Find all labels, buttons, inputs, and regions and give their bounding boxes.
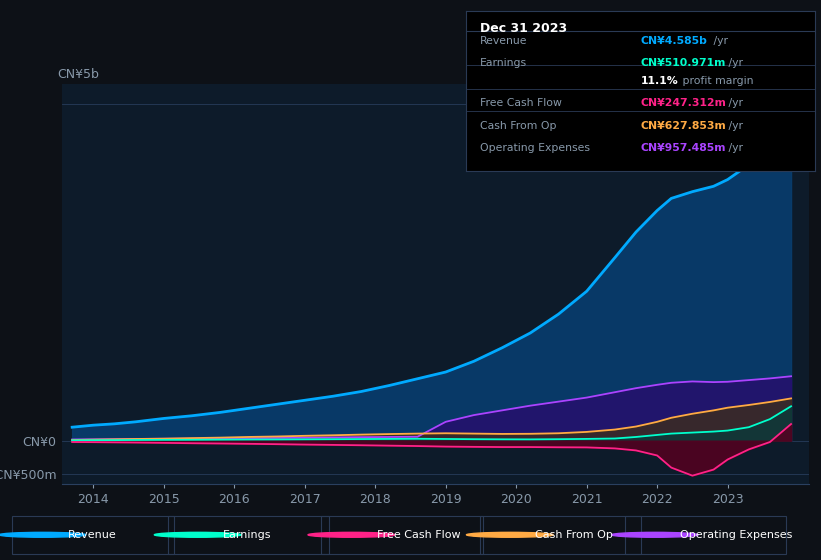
- Text: 11.1%: 11.1%: [641, 76, 678, 86]
- Text: Cash From Op: Cash From Op: [480, 120, 557, 130]
- Text: Cash From Op: Cash From Op: [535, 530, 613, 540]
- Text: Free Cash Flow: Free Cash Flow: [480, 98, 562, 108]
- Text: Revenue: Revenue: [480, 36, 528, 46]
- Text: CN¥627.853m: CN¥627.853m: [641, 120, 727, 130]
- Circle shape: [154, 533, 241, 537]
- Text: /yr: /yr: [725, 143, 743, 153]
- Text: /yr: /yr: [725, 120, 743, 130]
- Text: Dec 31 2023: Dec 31 2023: [480, 22, 567, 35]
- Text: Revenue: Revenue: [67, 530, 117, 540]
- Circle shape: [308, 533, 395, 537]
- Text: Free Cash Flow: Free Cash Flow: [377, 530, 461, 540]
- Text: CN¥510.971m: CN¥510.971m: [641, 58, 726, 68]
- Text: CN¥957.485m: CN¥957.485m: [641, 143, 727, 153]
- Text: Operating Expenses: Operating Expenses: [480, 143, 590, 153]
- Circle shape: [466, 533, 553, 537]
- Text: /yr: /yr: [710, 36, 728, 46]
- Text: profit margin: profit margin: [679, 76, 754, 86]
- Text: CN¥5b: CN¥5b: [57, 68, 99, 81]
- Text: /yr: /yr: [725, 58, 743, 68]
- Text: /yr: /yr: [725, 98, 743, 108]
- Text: Earnings: Earnings: [480, 58, 527, 68]
- Circle shape: [0, 533, 85, 537]
- Text: Operating Expenses: Operating Expenses: [680, 530, 792, 540]
- Text: CN¥4.585b: CN¥4.585b: [641, 36, 708, 46]
- Text: CN¥247.312m: CN¥247.312m: [641, 98, 727, 108]
- Text: Earnings: Earnings: [223, 530, 272, 540]
- Circle shape: [612, 533, 698, 537]
